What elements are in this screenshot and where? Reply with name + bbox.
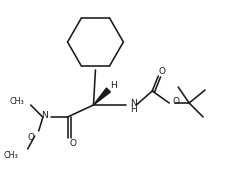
Text: H: H	[110, 81, 117, 90]
Text: O: O	[159, 68, 166, 76]
Polygon shape	[94, 88, 110, 105]
Text: CH₃: CH₃	[4, 151, 19, 161]
Text: O: O	[27, 132, 34, 142]
Text: H: H	[130, 105, 137, 114]
Text: N: N	[130, 98, 137, 108]
Text: O: O	[69, 138, 76, 147]
Text: O: O	[172, 97, 179, 105]
Text: CH₃: CH₃	[10, 97, 25, 105]
Text: N: N	[41, 112, 48, 121]
